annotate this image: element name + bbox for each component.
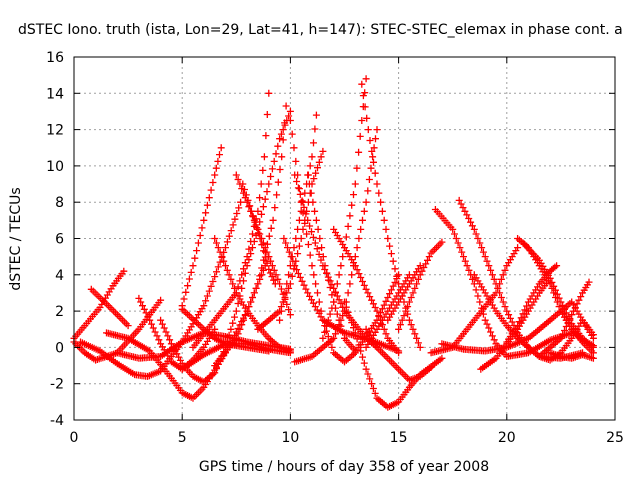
data-point-markers	[546, 349, 597, 362]
data-point-markers	[362, 271, 413, 351]
data-point-markers	[330, 225, 403, 357]
x-tick-label: 15	[390, 430, 408, 446]
y-tick-label: 16	[46, 50, 64, 66]
data-point-markers	[291, 126, 381, 366]
series-track	[362, 325, 435, 384]
series-track	[87, 285, 132, 330]
y-tick-label: 10	[46, 159, 64, 175]
y-tick-label: 2	[55, 304, 64, 320]
y-tick-label: 8	[55, 195, 64, 211]
series-track	[211, 235, 294, 355]
chart-title: dSTEC Iono. truth (ista, Lon=29, Lat=41,…	[18, 22, 623, 38]
series-track	[330, 225, 403, 357]
x-axis-label: GPS time / hours of day 358 of year 2008	[199, 459, 489, 475]
data-point-markers	[362, 325, 435, 384]
data-point-markers	[358, 80, 424, 351]
data-point-markers	[77, 198, 245, 380]
y-axis-label: dSTEC / TECUs	[8, 187, 24, 290]
series-track	[395, 238, 446, 333]
y-tick-label: 6	[55, 232, 64, 248]
x-tick-label: 0	[70, 430, 79, 446]
data-point-markers	[70, 267, 128, 342]
axis-ticks	[73, 56, 616, 421]
data-point-markers	[239, 180, 279, 288]
series-track	[362, 271, 413, 351]
tick-labels: 0 5 10 15 20 25 -4 -2 0 2 4 6 8 10 12 14 16	[46, 50, 624, 446]
x-tick-label: 25	[606, 430, 624, 446]
y-tick-label: 12	[46, 123, 64, 139]
y-tick-label: -4	[50, 413, 64, 429]
y-tick-label: 14	[46, 86, 64, 102]
series-track	[470, 271, 532, 351]
data-point-markers	[87, 285, 132, 330]
series-track	[358, 80, 424, 351]
data-point-markers	[384, 262, 424, 324]
data-point-markers	[211, 102, 290, 370]
series-track	[557, 307, 597, 350]
series-track	[384, 262, 424, 324]
x-tick-label: 20	[498, 430, 516, 446]
series-track	[77, 198, 245, 380]
data-point-markers	[395, 238, 446, 333]
x-tick-label: 10	[281, 430, 299, 446]
series-track	[254, 147, 327, 333]
data-point-markers	[557, 307, 597, 350]
data-point-markers	[470, 271, 532, 351]
y-tick-label: 4	[55, 268, 64, 284]
series-track	[70, 267, 128, 342]
data-point-markers	[254, 147, 327, 333]
series-track	[291, 126, 381, 366]
grid	[74, 57, 615, 420]
data-point-markers	[211, 235, 294, 355]
data-point-markers	[178, 144, 225, 310]
data-markers	[70, 75, 597, 411]
series-track	[211, 102, 290, 370]
series-track	[239, 180, 279, 288]
y-tick-label: 0	[55, 340, 64, 356]
series-track	[178, 144, 225, 310]
x-tick-label: 5	[178, 430, 187, 446]
y-tick-label: -2	[50, 377, 64, 393]
series-track	[546, 349, 597, 362]
